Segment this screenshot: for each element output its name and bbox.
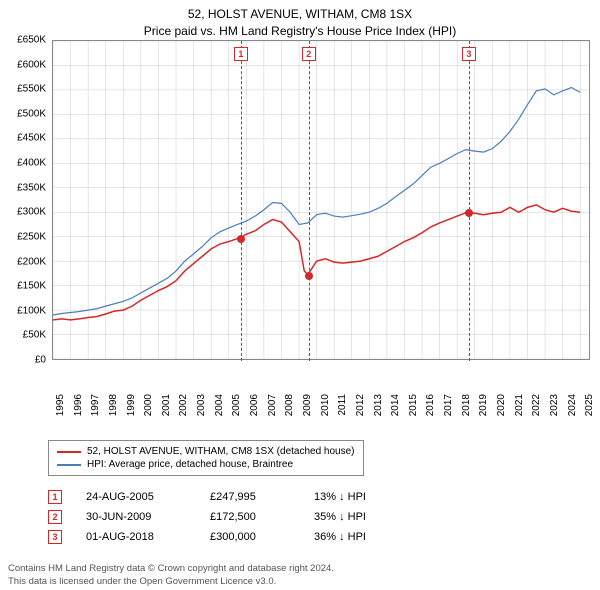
footer-line2: This data is licensed under the Open Gov… <box>8 576 334 588</box>
footer-attribution: Contains HM Land Registry data © Crown c… <box>8 563 334 588</box>
x-tick-label: 2003 <box>196 394 207 416</box>
sale-marker-box: 2 <box>302 47 316 61</box>
sale-marker-dot <box>237 235 245 243</box>
sale-delta: 35% ↓ HPI <box>314 511 404 523</box>
sale-marker-line <box>469 41 470 361</box>
sale-marker-box: 3 <box>462 47 476 61</box>
x-tick-label: 2002 <box>178 394 189 416</box>
y-tick-label: £650K <box>17 35 46 46</box>
y-tick-label: £400K <box>17 158 46 169</box>
x-tick-label: 2009 <box>302 394 313 416</box>
x-tick-label: 2021 <box>514 394 525 416</box>
legend-swatch <box>57 451 81 453</box>
sale-row: 2 30-JUN-2009 £172,500 35% ↓ HPI <box>48 510 404 524</box>
footer-line1: Contains HM Land Registry data © Crown c… <box>8 563 334 575</box>
title-line2: Price paid vs. HM Land Registry's House … <box>0 23 600 40</box>
sale-marker-dot <box>465 209 473 217</box>
x-tick-label: 2007 <box>267 394 278 416</box>
sale-date: 01-AUG-2018 <box>86 531 186 543</box>
sale-row: 1 24-AUG-2005 £247,995 13% ↓ HPI <box>48 490 404 504</box>
x-tick-label: 2014 <box>390 394 401 416</box>
legend-item: HPI: Average price, detached house, Brai… <box>57 458 355 471</box>
sale-date: 24-AUG-2005 <box>86 491 186 503</box>
y-tick-label: £350K <box>17 182 46 193</box>
legend-label: 52, HOLST AVENUE, WITHAM, CM8 1SX (detac… <box>87 446 355 457</box>
sale-price: £172,500 <box>210 511 290 523</box>
sale-delta: 36% ↓ HPI <box>314 531 404 543</box>
x-tick-label: 2022 <box>531 394 542 416</box>
plot-area: 1 2 3 <box>52 40 590 360</box>
chart-area: £0 £50K £100K £150K £200K £250K £300K £350K £400… <box>0 40 600 400</box>
x-tick-label: 2023 <box>549 394 560 416</box>
x-tick-label: 2011 <box>337 394 348 416</box>
x-tick-label: 2005 <box>231 394 242 416</box>
x-tick-label: 2001 <box>161 394 172 416</box>
x-tick-label: 2025 <box>584 394 595 416</box>
x-tick-label: 2010 <box>320 394 331 416</box>
y-tick-label: £50K <box>23 330 46 341</box>
title-line1: 52, HOLST AVENUE, WITHAM, CM8 1SX <box>0 6 600 23</box>
x-tick-label: 2006 <box>249 394 260 416</box>
sale-delta: 13% ↓ HPI <box>314 491 404 503</box>
sale-row: 3 01-AUG-2018 £300,000 36% ↓ HPI <box>48 530 404 544</box>
x-tick-label: 1997 <box>90 394 101 416</box>
x-tick-label: 2000 <box>143 394 154 416</box>
y-tick-label: £250K <box>17 231 46 242</box>
legend: 52, HOLST AVENUE, WITHAM, CM8 1SX (detac… <box>48 440 364 476</box>
x-tick-label: 2017 <box>443 394 454 416</box>
x-tick-label: 1998 <box>108 394 119 416</box>
sale-marker-dot <box>305 272 313 280</box>
legend-label: HPI: Average price, detached house, Brai… <box>87 459 293 470</box>
y-tick-label: £100K <box>17 305 46 316</box>
sale-events: 1 24-AUG-2005 £247,995 13% ↓ HPI 2 30-JUN-200… <box>48 490 404 550</box>
x-tick-label: 2013 <box>373 394 384 416</box>
y-axis-labels: £0£50K£100K£150K£200K£250K£300K£350K£400… <box>0 40 50 360</box>
x-tick-label: 2024 <box>567 394 578 416</box>
sale-price: £300,000 <box>210 531 290 543</box>
legend-swatch <box>57 464 81 466</box>
y-tick-label: £150K <box>17 281 46 292</box>
sale-marker-box: 1 <box>234 47 248 61</box>
x-axis-labels: 1995199619971998199920002001200220032004… <box>52 362 590 402</box>
x-tick-label: 1996 <box>73 394 84 416</box>
sale-row-marker: 3 <box>48 530 62 544</box>
x-tick-label: 2019 <box>478 394 489 416</box>
x-tick-label: 1999 <box>126 394 137 416</box>
legend-item: 52, HOLST AVENUE, WITHAM, CM8 1SX (detac… <box>57 445 355 458</box>
sale-price: £247,995 <box>210 491 290 503</box>
y-tick-label: £200K <box>17 256 46 267</box>
y-tick-label: £600K <box>17 59 46 70</box>
y-tick-label: £300K <box>17 207 46 218</box>
x-tick-label: 2018 <box>461 394 472 416</box>
y-tick-label: £450K <box>17 133 46 144</box>
x-tick-label: 2015 <box>408 394 419 416</box>
chart-title: 52, HOLST AVENUE, WITHAM, CM8 1SX Price … <box>0 0 600 40</box>
x-tick-label: 1995 <box>55 394 66 416</box>
x-tick-label: 2020 <box>496 394 507 416</box>
x-tick-label: 2004 <box>214 394 225 416</box>
sale-row-marker: 1 <box>48 490 62 504</box>
x-tick-label: 2012 <box>355 394 366 416</box>
y-tick-label: £500K <box>17 108 46 119</box>
x-tick-label: 2008 <box>284 394 295 416</box>
y-tick-label: £0 <box>35 355 46 366</box>
sale-row-marker: 2 <box>48 510 62 524</box>
y-tick-label: £550K <box>17 84 46 95</box>
sale-date: 30-JUN-2009 <box>86 511 186 523</box>
x-tick-label: 2016 <box>425 394 436 416</box>
sale-marker-line <box>241 41 242 361</box>
sale-marker-line <box>309 41 310 361</box>
